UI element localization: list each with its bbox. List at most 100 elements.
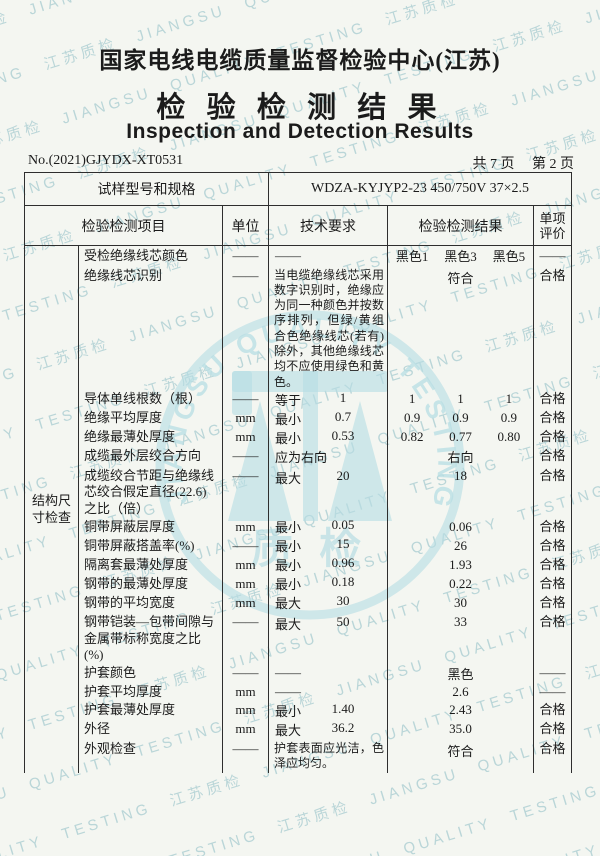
requirement-line: 最小 15 <box>270 536 387 555</box>
unit-cell: —— <box>222 738 269 773</box>
evaluation-cell: 合格 <box>532 593 573 613</box>
requirement-value: 0.96 <box>331 555 355 571</box>
unit-cell: —— <box>222 663 269 683</box>
result-value: 黑色 <box>447 666 474 682</box>
result-value: 黑色5 <box>492 249 526 265</box>
requirement-cell: 最大 50 <box>268 612 388 664</box>
unit-cell: mm <box>222 682 269 701</box>
table-row: 外观检查 —— 护套表面应光洁，色泽应均匀。 符合 合格 <box>25 738 573 773</box>
requirement-line: 最大 30 <box>270 593 387 612</box>
result-value: 0.9 <box>452 410 469 426</box>
item-cell: 护套最薄处厚度 <box>78 700 223 720</box>
result-cell: 26 <box>387 536 534 556</box>
requirement-line: 最大 36.2 <box>270 719 387 739</box>
sample-spec-label: 试样型号和规格 <box>24 172 269 206</box>
evaluation-cell: 合格 <box>532 465 573 518</box>
requirement-value: 20 <box>336 467 350 483</box>
requirement-text: 当电缆绝缘线芯采用数字识别时，绝缘应为同一种颜色并按数序排列，但绿/黄组合色绝缘… <box>274 267 384 389</box>
requirement-line: —— <box>270 665 387 681</box>
item-cell: 导体单线根数（根） <box>78 389 223 409</box>
requirement-cell: 最小 0.7 <box>268 408 388 428</box>
unit-cell: —— <box>222 389 269 409</box>
item-cell: 成缆最外层绞合方向 <box>78 446 223 466</box>
result-cell: 2.43 <box>387 700 534 720</box>
item-cell: 钢带的最薄处厚度 <box>78 574 223 594</box>
header-requirement: 技术要求 <box>268 205 388 246</box>
result-cell: 黑色1 黑色3 黑色5 <box>387 245 534 266</box>
table-row: 绝缘最薄处厚度 mm 最小 0.53 0.82 0.77 0.80 合格 <box>25 427 573 447</box>
requirement-cell: 当电缆绝缘线芯采用数字识别时，绝缘应为同一种颜色并按数序排列，但绿/黄组合色绝缘… <box>268 265 388 390</box>
table-body: 结构尺寸检查 受检绝缘线芯颜色 —— —— 黑色1 黑色3 黑色5 —— 绝缘线芯识别 —— 当电缆… <box>24 245 573 773</box>
result-cell: 30 <box>387 593 534 613</box>
requirement-qualifier: 最小 <box>275 703 302 719</box>
sample-spec-value: WDZA-KYJYP2-23 450/750V 37×2.5 <box>267 172 573 206</box>
result-cell: 0.82 0.77 0.80 <box>387 427 534 447</box>
evaluation-cell: 合格 <box>532 427 573 447</box>
item-cell: 绝缘平均厚度 <box>78 408 223 428</box>
requirement-line: —— <box>270 247 387 264</box>
requirement-value: 36.2 <box>331 719 355 735</box>
evaluation-cell: 合格 <box>532 389 573 409</box>
table-row: 铜带屏蔽层厚度 mm 最小 0.05 0.06 合格 <box>25 517 573 537</box>
requirement-qualifier: 最大 <box>275 722 302 738</box>
result-cell: 0.22 <box>387 574 534 594</box>
unit-cell: mm <box>222 593 269 613</box>
table-row: 护套颜色 —— —— 黑色 —— <box>25 663 573 683</box>
result-value: 0.9 <box>500 410 517 426</box>
table-row: 绝缘平均厚度 mm 最小 0.7 0.9 0.9 0.9 合格 <box>25 408 573 428</box>
requirement-qualifier: 最大 <box>275 596 302 612</box>
result-value: 1 <box>408 391 416 407</box>
result-value: 1 <box>457 391 464 407</box>
unit-cell: —— <box>222 446 269 466</box>
requirement-cell: 最小 0.53 <box>268 427 388 447</box>
evaluation-cell: 合格 <box>532 536 573 556</box>
result-value: 0.22 <box>449 575 472 591</box>
requirement-qualifier: —— <box>275 247 301 263</box>
item-cell: 隔离套最薄处厚度 <box>78 555 223 575</box>
requirement-qualifier: 应为右向 <box>275 449 328 465</box>
result-cell: 0.9 0.9 0.9 <box>387 408 534 428</box>
header-item: 检验检测项目 <box>24 205 223 246</box>
item-cell: 护套平均厚度 <box>78 682 223 701</box>
table-row: 导体单线根数（根） —— 等于 1 1 1 1 合格 <box>25 389 573 409</box>
item-cell: 绝缘线芯识别 <box>78 265 223 390</box>
result-cell: 右向 <box>387 446 534 466</box>
requirement-qualifier: 最小 <box>275 411 302 427</box>
requirement-value: 0.53 <box>331 427 355 443</box>
evaluation-cell: 合格 <box>532 719 573 739</box>
requirement-value: 0.05 <box>331 517 355 533</box>
requirement-line: 最小 1.40 <box>270 701 387 720</box>
requirement-line: 最小 0.53 <box>270 427 387 447</box>
requirement-value: 15 <box>336 536 350 552</box>
table-row: 外径 mm 最大 36.2 35.0 合格 <box>25 719 573 739</box>
table-row: 铜带屏蔽搭盖率(%) —— 最小 15 26 合格 <box>25 536 573 556</box>
result-value: 2.43 <box>449 702 472 718</box>
unit-cell: —— <box>222 612 269 664</box>
requirement-qualifier: 最小 <box>275 520 302 536</box>
evaluation-cell: —— <box>532 663 573 683</box>
results-table-wrapper: 试样型号和规格 WDZA-KYJYP2-23 450/750V 37×2.5 检… <box>24 172 573 773</box>
result-values: 黑色1 黑色3 黑色5 <box>389 246 533 265</box>
requirement-cell: 应为右向 <box>268 446 388 466</box>
requirement-line: 最小 0.18 <box>270 574 387 593</box>
requirement-cell: —— <box>268 245 388 266</box>
page-total: 共 7 页 <box>472 157 515 172</box>
requirement-cell: 护套表面应光洁，色泽应均匀。 <box>268 738 388 773</box>
evaluation-cell: 合格 <box>532 574 573 594</box>
requirement-cell: 最小 15 <box>268 536 388 556</box>
section-label: 结构尺寸检查 <box>24 245 79 773</box>
item-cell: 外径 <box>78 719 223 739</box>
report-title-english: Inspection and Detection Results <box>126 120 474 143</box>
result-cell: 0.06 <box>387 517 534 537</box>
requirement-line: 最小 0.05 <box>270 517 387 536</box>
result-value: 黑色3 <box>444 249 477 265</box>
result-value: 符合 <box>447 743 474 759</box>
requirement-qualifier: 最大 <box>275 470 302 486</box>
result-values: 0.82 0.77 0.80 <box>389 429 533 445</box>
requirement-value: 50 <box>336 614 350 630</box>
result-cell: 1 1 1 <box>387 389 534 409</box>
table-row: 结构尺寸检查 受检绝缘线芯颜色 —— —— 黑色1 黑色3 黑色5 —— <box>24 245 573 773</box>
requirement-cell: 最小 1.40 <box>268 700 388 720</box>
unit-cell: —— <box>222 536 269 556</box>
